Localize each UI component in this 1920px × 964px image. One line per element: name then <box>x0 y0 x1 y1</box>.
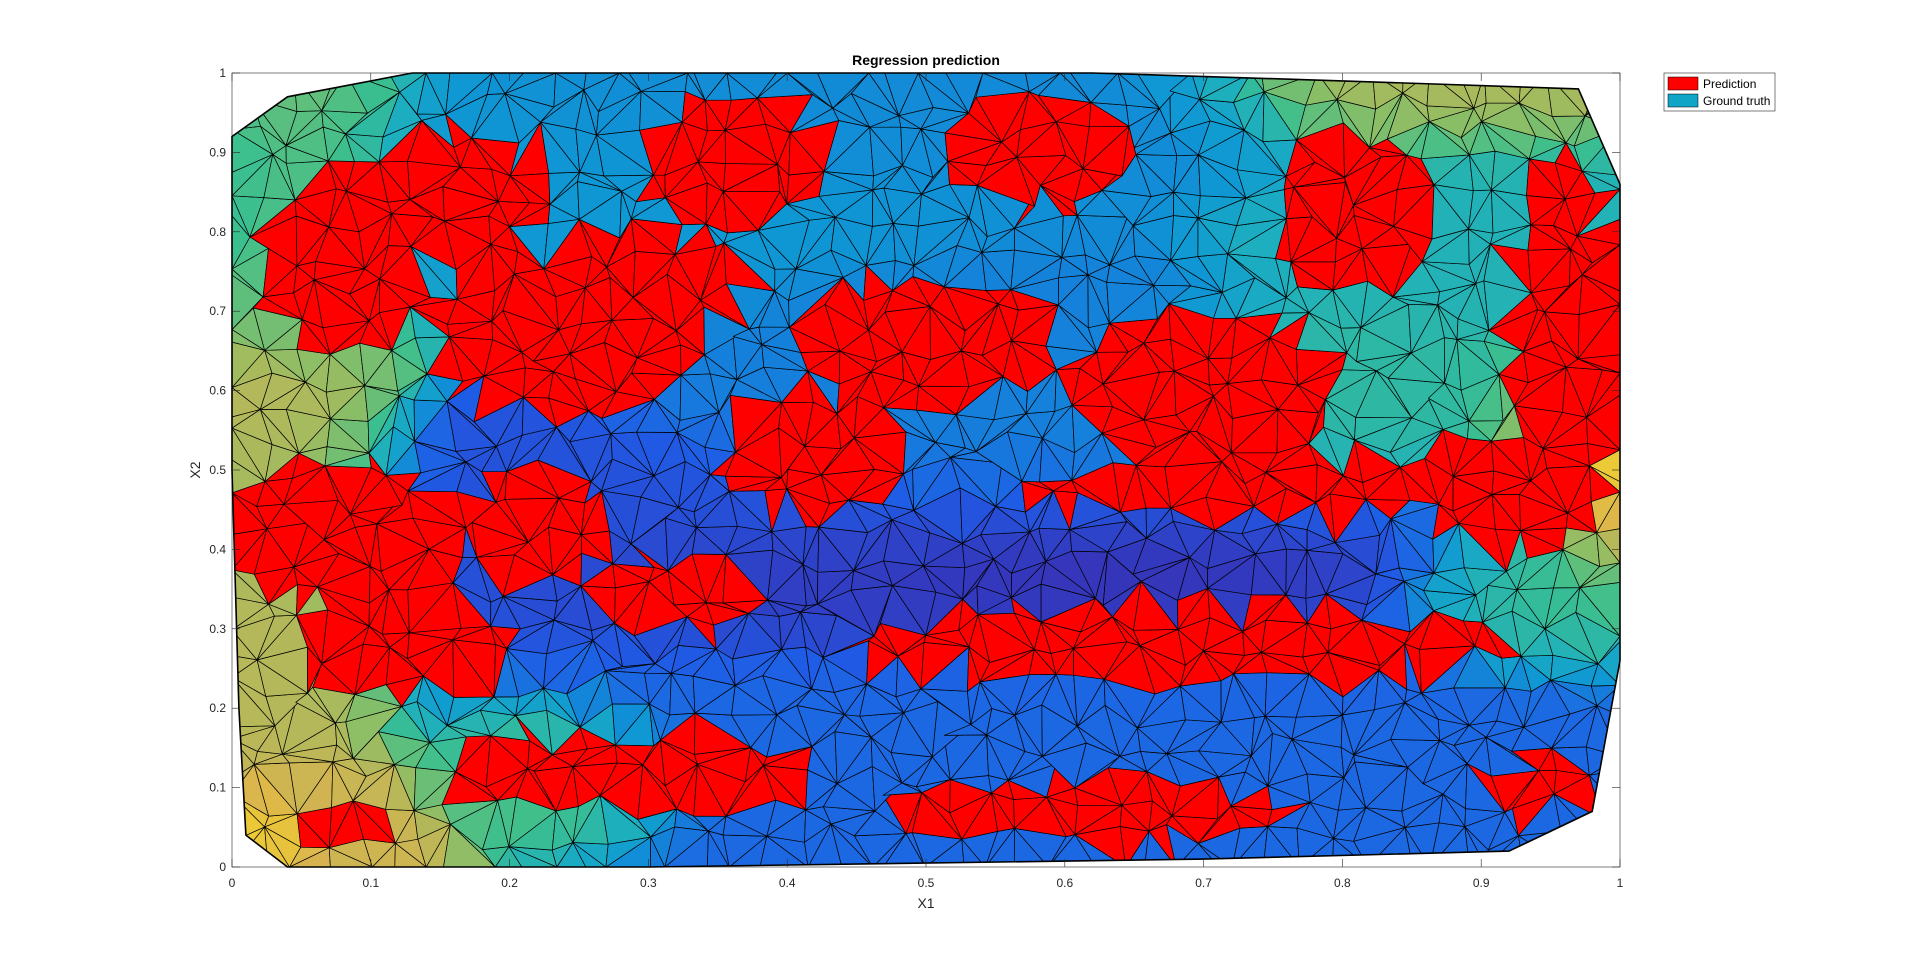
y-tick-label: 0.9 <box>209 145 226 159</box>
mesh-triangle <box>693 73 728 101</box>
y-axis-ticks: 0 0.1 0.2 0.3 0.4 0.5 0.6 0.7 0.8 0.9 1 <box>209 66 1620 874</box>
y-tick-label: 0.6 <box>209 384 226 398</box>
mesh-triangle <box>628 73 688 92</box>
y-tick-label: 0.1 <box>209 781 226 795</box>
x-tick-label: 0.1 <box>362 876 379 890</box>
x-axis-ticks: 0 0.1 0.2 0.3 0.4 0.5 0.6 0.7 0.8 0.9 1 <box>229 73 1624 890</box>
x-tick-label: 0.3 <box>640 876 657 890</box>
mesh-triangle <box>445 73 493 115</box>
y-tick-label: 0.2 <box>209 701 226 715</box>
mesh-triangle <box>1199 73 1252 100</box>
mesh-triangle <box>1025 73 1061 93</box>
x-tick-label: 0.7 <box>1195 876 1212 890</box>
x-tick-label: 0 <box>229 876 236 890</box>
x-tick-label: 0.9 <box>1473 876 1490 890</box>
y-tick-label: 0.3 <box>209 622 226 636</box>
y-axis-label: X2 <box>187 461 203 478</box>
mesh-triangle <box>756 73 788 99</box>
mesh-triangle <box>945 73 984 114</box>
mesh-triangle <box>583 73 620 91</box>
legend: Prediction Ground truth <box>1663 72 1776 112</box>
mesh-triangle <box>1070 73 1119 103</box>
legend-label-prediction: Prediction <box>1703 77 1756 91</box>
mesh-triangle <box>817 73 870 109</box>
y-tick-label: 1 <box>219 66 226 80</box>
x-tick-label: 0.5 <box>918 876 935 890</box>
x-tick-label: 0.4 <box>779 876 796 890</box>
y-tick-label: 0.8 <box>209 225 226 239</box>
y-tick-label: 0.5 <box>209 463 226 477</box>
mesh-hull-outline <box>231 72 1621 868</box>
mesh-triangle <box>884 73 919 117</box>
mesh-triangle <box>388 73 427 93</box>
y-tick-label: 0 <box>219 860 226 874</box>
mesh-triangle <box>1336 73 1373 100</box>
x-tick-label: 1 <box>1617 876 1624 890</box>
x-tick-label: 0.2 <box>501 876 518 890</box>
x-tick-label: 0.8 <box>1334 876 1351 890</box>
legend-label-ground-truth: Ground truth <box>1703 94 1770 108</box>
x-axis-label: X1 <box>917 895 934 911</box>
y-tick-label: 0.7 <box>209 304 226 318</box>
legend-swatch-ground-truth <box>1667 93 1699 108</box>
y-tick-label: 0.4 <box>209 542 226 556</box>
triangulated-surface <box>232 73 1620 867</box>
x-tick-label: 0.6 <box>1056 876 1073 890</box>
chart-title: Regression prediction <box>852 52 1000 68</box>
mesh-triangle <box>504 73 556 94</box>
legend-swatch-prediction <box>1667 76 1699 91</box>
